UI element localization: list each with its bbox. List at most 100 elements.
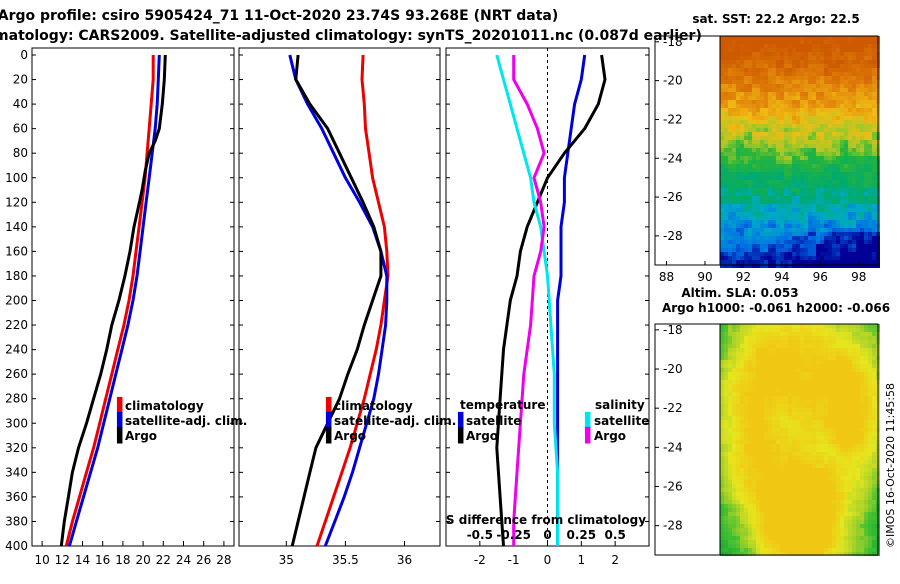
sst-cell [756, 156, 760, 160]
sla-cell [832, 376, 836, 380]
sla-cell [812, 468, 816, 472]
sst-cell [784, 104, 788, 108]
sla-cell [768, 344, 772, 348]
sla-cell [832, 548, 836, 552]
sla-cell [720, 344, 724, 348]
sst-cell [744, 108, 748, 112]
sla-cell [744, 488, 748, 492]
sst-cell [820, 212, 824, 216]
sla-cell [848, 508, 852, 512]
sst-cell [848, 132, 852, 136]
sst-cell [724, 240, 728, 244]
sst-cell [744, 180, 748, 184]
sst-cell [728, 220, 732, 224]
sst-cell [824, 72, 828, 76]
sst-cell [768, 84, 772, 88]
sst-cell [844, 148, 848, 152]
sst-cell [872, 92, 876, 96]
sst-cell [784, 80, 788, 84]
sst-cell [856, 156, 860, 160]
sla-cell [756, 448, 760, 452]
sst-cell [868, 84, 872, 88]
sla-cell [788, 520, 792, 524]
sla-cell [820, 356, 824, 360]
sla-cell [740, 420, 744, 424]
sst-cell [860, 232, 864, 236]
sst-cell [836, 256, 840, 260]
sla-cell [832, 468, 836, 472]
sla-cell [840, 488, 844, 492]
sst-cell [736, 124, 740, 128]
sla-cell [852, 392, 856, 396]
sst-cell [808, 68, 812, 72]
sla-cell [788, 328, 792, 332]
sla-cell [804, 512, 808, 516]
sst-cell [844, 252, 848, 256]
sla-cell [812, 408, 816, 412]
sla-cell [760, 372, 764, 376]
sla-cell [844, 544, 848, 548]
sla-cell [836, 460, 840, 464]
sla-cell [804, 444, 808, 448]
sst-cell [744, 228, 748, 232]
sla-cell [856, 424, 860, 428]
sst-cell [752, 80, 756, 84]
sst-cell [760, 36, 764, 40]
sla-cell [764, 380, 768, 384]
sst-cell [760, 188, 764, 192]
sla-cell [836, 496, 840, 500]
sla-cell [872, 516, 876, 520]
sla-cell [824, 508, 828, 512]
sla-cell [776, 428, 780, 432]
sst-cell [868, 188, 872, 192]
sst-cell [848, 244, 852, 248]
sla-cell [836, 444, 840, 448]
sla-cell [756, 348, 760, 352]
sla-cell [824, 324, 828, 328]
sla-cell [804, 472, 808, 476]
sst-cell [832, 236, 836, 240]
sla-cell [744, 352, 748, 356]
sst-cell [780, 76, 784, 80]
sla-cell [800, 488, 804, 492]
sla-cell [720, 516, 724, 520]
sst-cell [728, 184, 732, 188]
sla-cell [764, 544, 768, 548]
sla-cell [732, 452, 736, 456]
sst-cell [844, 188, 848, 192]
sla-cell [736, 488, 740, 492]
sst-cell [860, 176, 864, 180]
sst-cell [816, 232, 820, 236]
sst-cell [732, 40, 736, 44]
sst-cell [832, 36, 836, 40]
x-tick-label: 20 [135, 553, 150, 567]
sla-cell [860, 456, 864, 460]
sst-cell [840, 180, 844, 184]
sst-cell [744, 144, 748, 148]
sla-cell [744, 504, 748, 508]
sla-cell [732, 540, 736, 544]
sst-cell [780, 240, 784, 244]
sla-cell [740, 492, 744, 496]
sla-cell [744, 516, 748, 520]
sla-cell [744, 444, 748, 448]
sst-cell [836, 196, 840, 200]
sst-cell [788, 184, 792, 188]
sla-cell [736, 452, 740, 456]
sst-cell [728, 204, 732, 208]
sla-cell [728, 476, 732, 480]
sla-cell [732, 516, 736, 520]
sla-cell [840, 540, 844, 544]
sst-cell [856, 48, 860, 52]
sla-cell [856, 444, 860, 448]
sst-cell [804, 96, 808, 100]
sla-cell [740, 356, 744, 360]
sla-cell [732, 408, 736, 412]
sla-cell [776, 532, 780, 536]
sst-cell [828, 92, 832, 96]
sla-cell [760, 544, 764, 548]
sst-cell [768, 124, 772, 128]
sla-cell [860, 356, 864, 360]
sst-cell [816, 44, 820, 48]
sla-cell [828, 440, 832, 444]
